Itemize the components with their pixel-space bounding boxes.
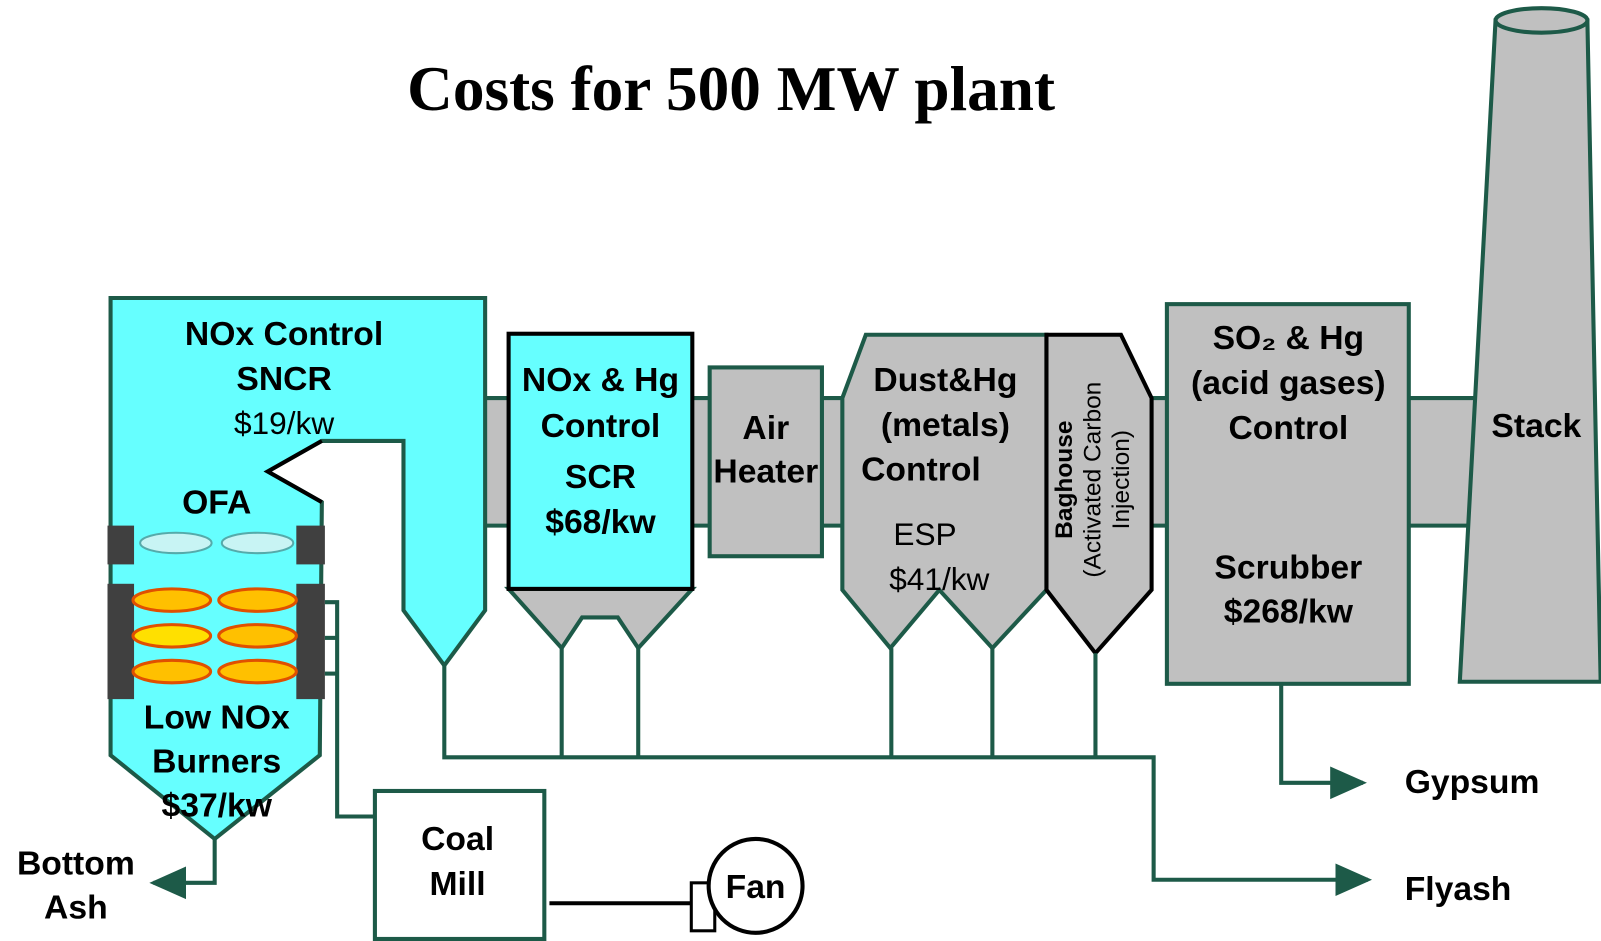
cost: $19/kw [234,405,334,441]
cost: $68/kw [545,504,656,541]
boiler-nose [263,439,323,504]
label: NOx & Hg [522,362,679,399]
label: Control [861,452,981,489]
air-heater [707,365,824,559]
label: Baghouse [1051,421,1078,539]
scrubber [1164,302,1411,686]
cost: $41/kw [889,561,989,597]
label: SNCR [236,361,331,398]
label: ESP [893,516,956,552]
label: Control [541,408,661,445]
label: Scrubber [1214,550,1362,587]
cost: $37/kw [161,787,272,824]
baghouse [1044,332,1154,657]
scr [506,331,695,591]
label: NOx Control [185,316,383,353]
output-label: Flyash [1405,871,1512,908]
coal-mill [372,788,547,941]
label: Dust&Hg [873,362,1017,399]
label: Coal [421,821,494,858]
label: SO₂ & Hg [1213,320,1365,357]
label: Fan [726,869,786,906]
output-label: Gypsum [1405,764,1540,801]
fan [706,836,805,935]
title: Costs for 500 MW plant [407,54,1055,124]
label: Stack [1491,408,1581,445]
label: Burners [152,744,281,781]
stack [1457,18,1601,684]
output-label: Ash [44,890,108,927]
label: Mill [430,866,486,903]
label: OFA [182,484,251,521]
label: (metals) [881,407,1010,444]
stack-top [1493,6,1590,35]
scr-hopper [504,586,697,652]
output-label: Bottom [17,846,135,883]
label: (acid gases) [1191,365,1386,402]
burners [107,525,325,700]
baghouse-label: Baghouse (Activated Carbon Injection) [1051,382,1135,578]
cost: $268/kw [1224,594,1354,631]
label: Heater [713,454,818,491]
label: Air [742,410,789,447]
label: Control [1228,410,1348,447]
label: Injection) [1108,430,1135,529]
label: (Activated Carbon [1080,382,1107,578]
label: SCR [565,459,636,496]
label: Low NOx [144,700,290,737]
connectors [149,600,1373,906]
